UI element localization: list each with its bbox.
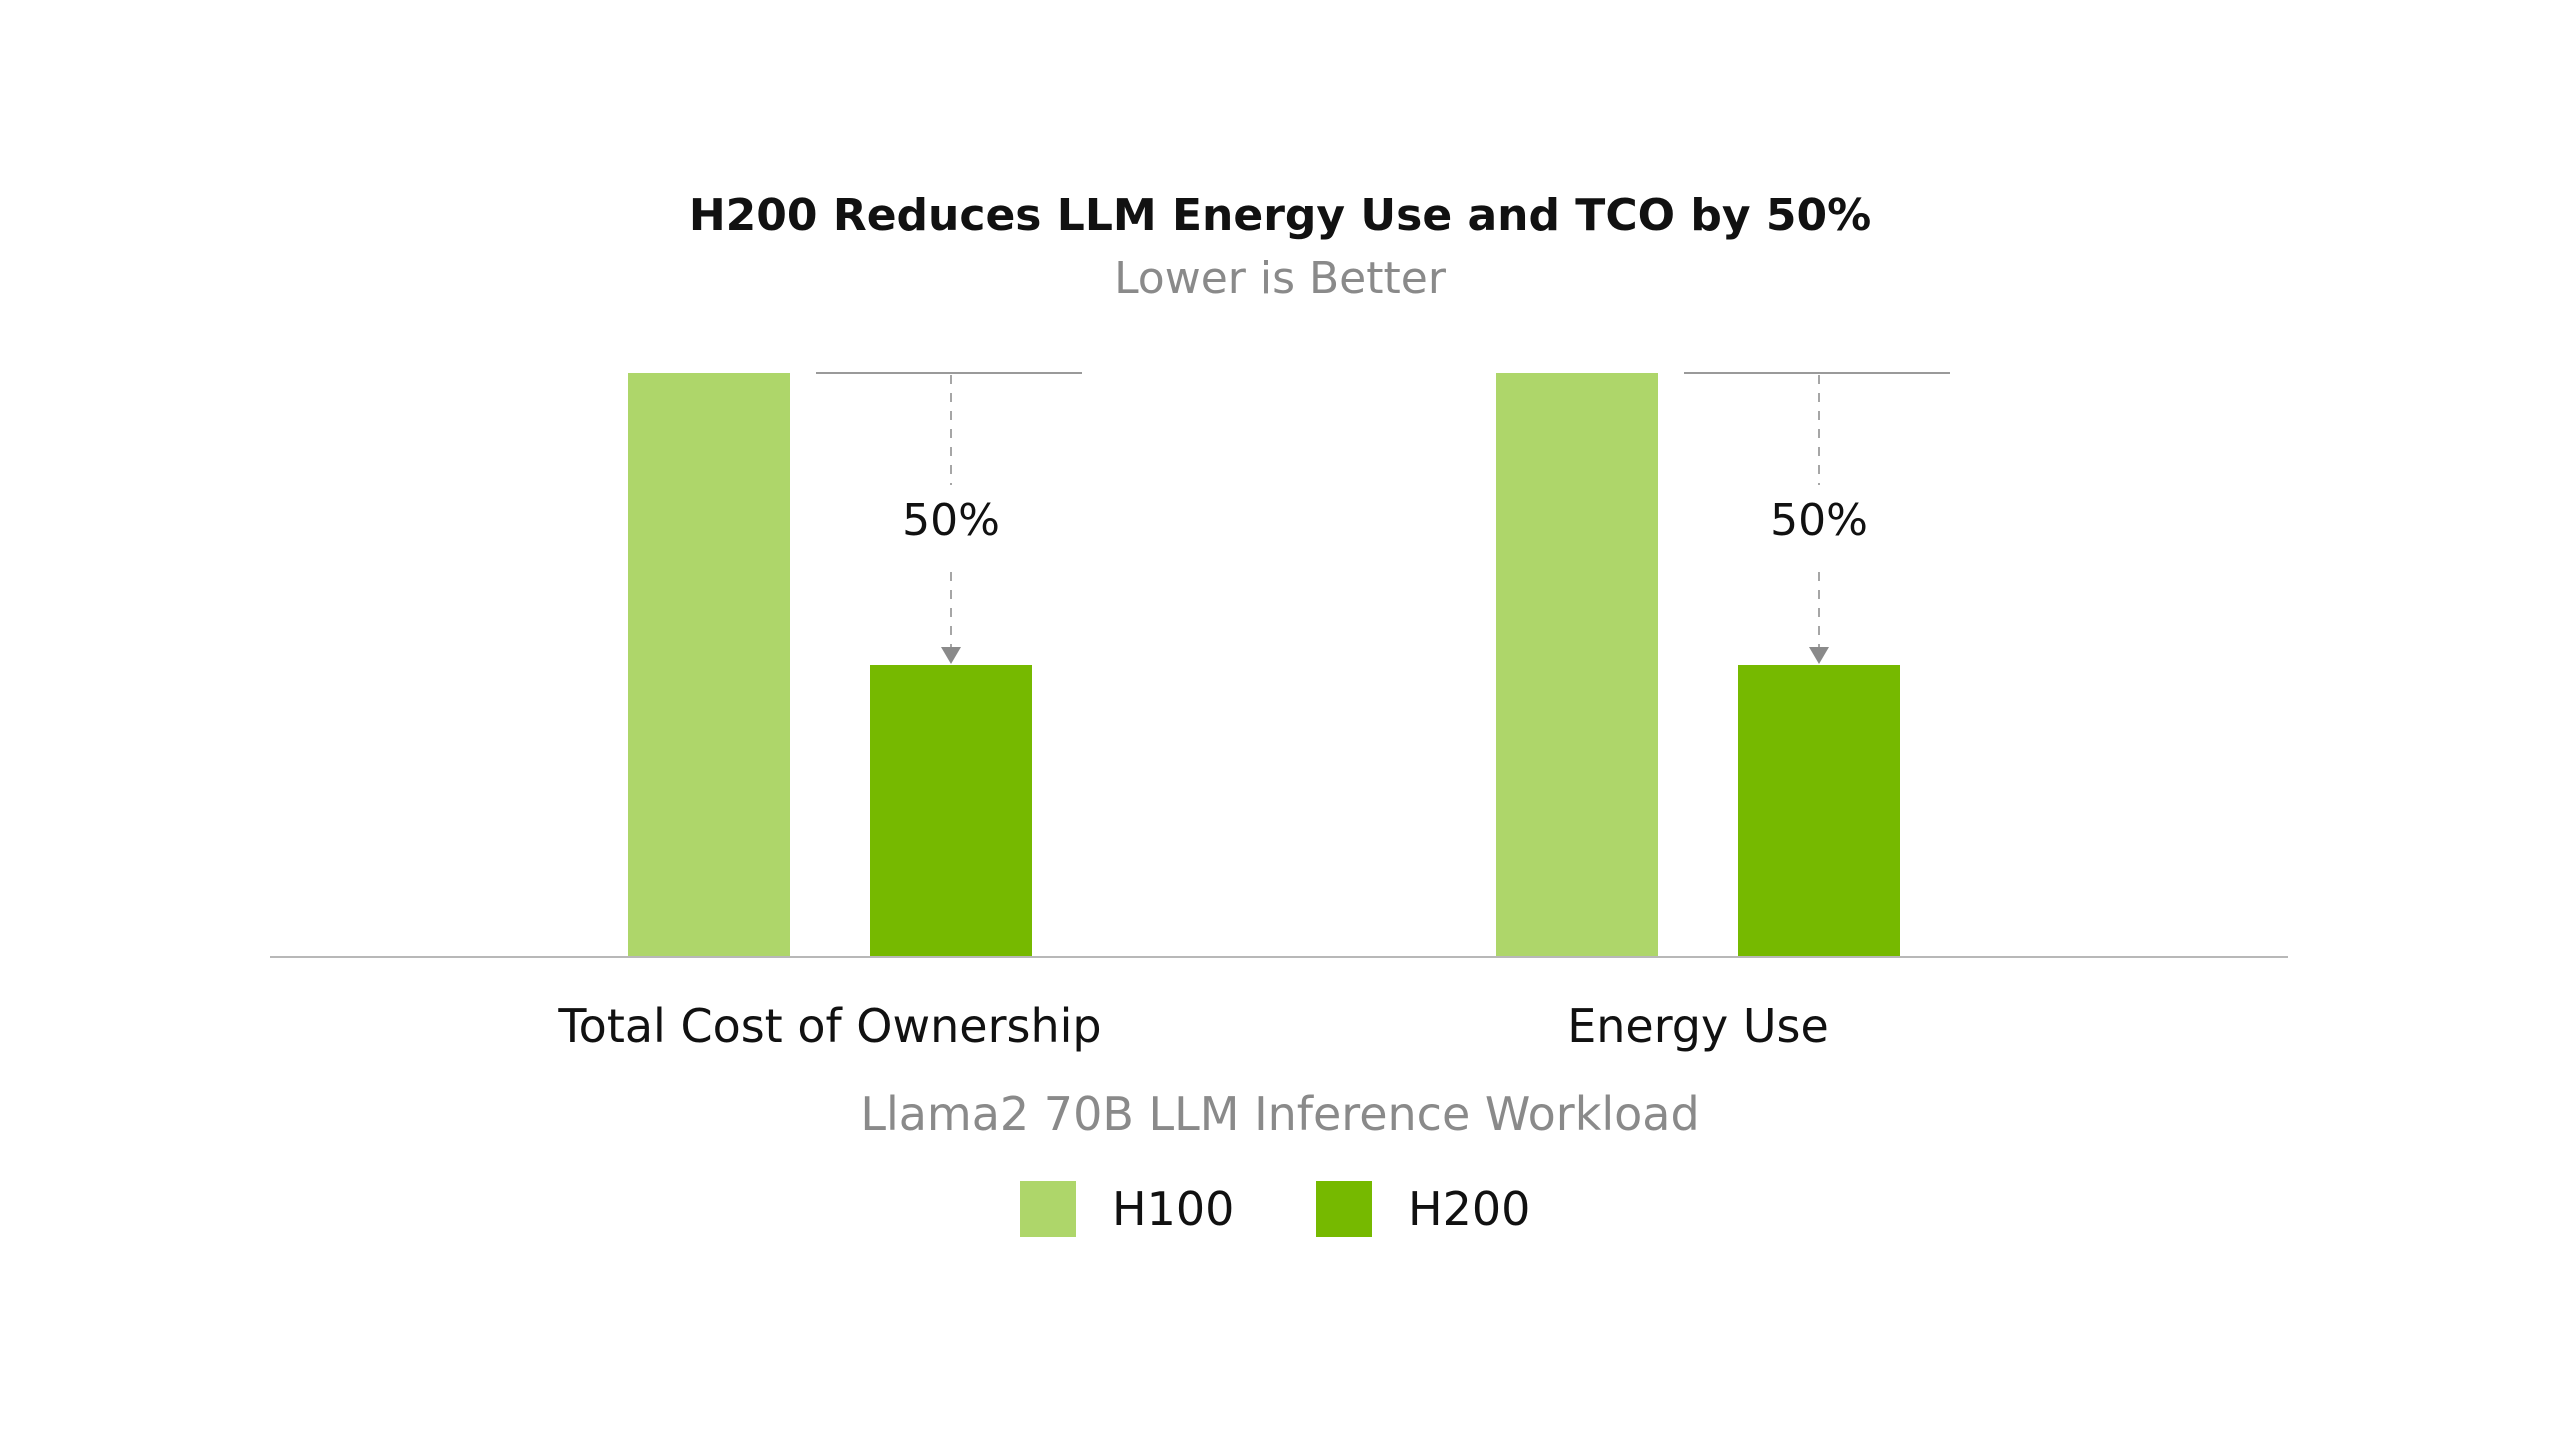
arrow-head-icon bbox=[941, 647, 961, 664]
bar-h100-1 bbox=[628, 373, 790, 957]
category-labels: Total Cost of Ownership Energy Use bbox=[557, 999, 1828, 1053]
chart-subtitle: Lower is Better bbox=[1114, 253, 1447, 304]
legend-label-h200: H200 bbox=[1408, 1182, 1530, 1236]
category-label: Total Cost of Ownership bbox=[557, 999, 1101, 1053]
legend-label-h100: H100 bbox=[1112, 1182, 1234, 1236]
legend-swatch-h200 bbox=[1316, 1181, 1372, 1237]
x-axis-label: Llama2 70B LLM Inference Workload bbox=[860, 1087, 1699, 1141]
chart-title: H200 Reduces LLM Energy Use and TCO by 5… bbox=[689, 190, 1871, 241]
bar-h100-2 bbox=[1496, 373, 1658, 957]
annotation-label: 50% bbox=[1770, 495, 1868, 546]
bar-h200-1 bbox=[870, 665, 1032, 957]
category-label: Energy Use bbox=[1567, 999, 1829, 1053]
bar-h200-2 bbox=[1738, 665, 1900, 957]
arrow-head-icon bbox=[1809, 647, 1829, 664]
legend: H100 H200 bbox=[1020, 1181, 1530, 1237]
annotations-layer: 50% 50% bbox=[816, 372, 1950, 664]
annotation-label: 50% bbox=[902, 495, 1000, 546]
legend-swatch-h100 bbox=[1020, 1181, 1076, 1237]
bars-layer bbox=[628, 373, 1900, 957]
